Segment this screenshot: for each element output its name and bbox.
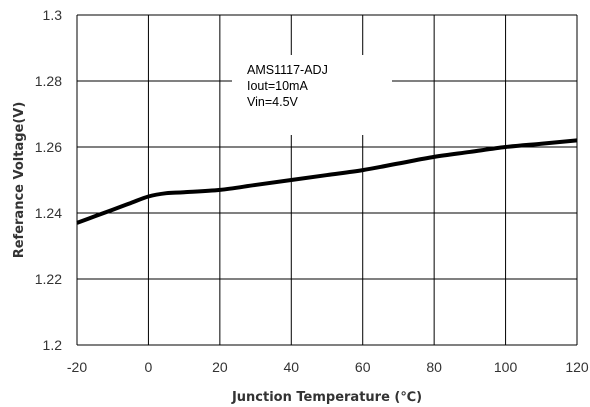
x-tick-label: 40 <box>283 359 299 375</box>
y-axis-title: Referance Voltage(V) <box>12 102 27 259</box>
series-line <box>76 138 578 225</box>
annotation-box: AMS1117-ADJ Iout=10mA Vin=4.5V <box>232 55 392 135</box>
y-tick-label: 1.22 <box>35 271 62 287</box>
y-tick-label: 1.28 <box>35 73 62 89</box>
x-tick-label: 100 <box>494 359 518 375</box>
x-tick-label: -20 <box>67 359 87 375</box>
annotation-line-3: Vin=4.5V <box>247 95 299 109</box>
x-tick-label: 20 <box>212 359 228 375</box>
y-tick-label: 1.3 <box>43 7 63 23</box>
y-tick-label: 1.26 <box>35 139 62 155</box>
x-tick-label: 60 <box>355 359 371 375</box>
y-tick-label: 1.24 <box>35 205 62 221</box>
annotation-line-2: Iout=10mA <box>247 79 308 93</box>
x-tick-label: 80 <box>426 359 442 375</box>
annotation-background <box>232 55 392 135</box>
y-tick-labels: 1.2 1.22 1.24 1.26 1.28 1.3 <box>35 7 62 353</box>
y-tick-label: 1.2 <box>43 337 63 353</box>
gridlines <box>76 14 578 346</box>
x-tick-label: 0 <box>145 359 153 375</box>
x-tick-labels: -20 0 20 40 60 80 100 120 <box>67 359 589 375</box>
x-axis-title: Junction Temperature (℃) <box>231 390 422 405</box>
x-tick-label: 120 <box>565 359 589 375</box>
annotation-line-1: AMS1117-ADJ <box>247 63 328 77</box>
series-group <box>76 138 578 225</box>
